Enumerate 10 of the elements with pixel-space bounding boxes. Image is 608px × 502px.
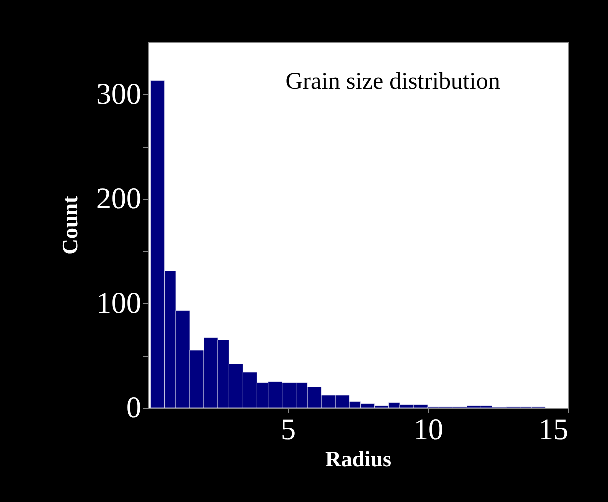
y-axis-title: Count: [58, 195, 82, 255]
y-tick-label: 0: [126, 392, 142, 424]
y-tick-label: 300: [96, 78, 142, 111]
annotation: Grain size distribution: [286, 69, 500, 95]
x-tick-label: 10: [414, 414, 444, 446]
y-tick-label: 200: [96, 182, 142, 216]
x-tick-label: 5: [281, 414, 296, 446]
x-axis-title: Radius: [325, 446, 392, 472]
x-tick-label: 15: [538, 414, 568, 446]
y-tick-label: 100: [96, 286, 142, 320]
